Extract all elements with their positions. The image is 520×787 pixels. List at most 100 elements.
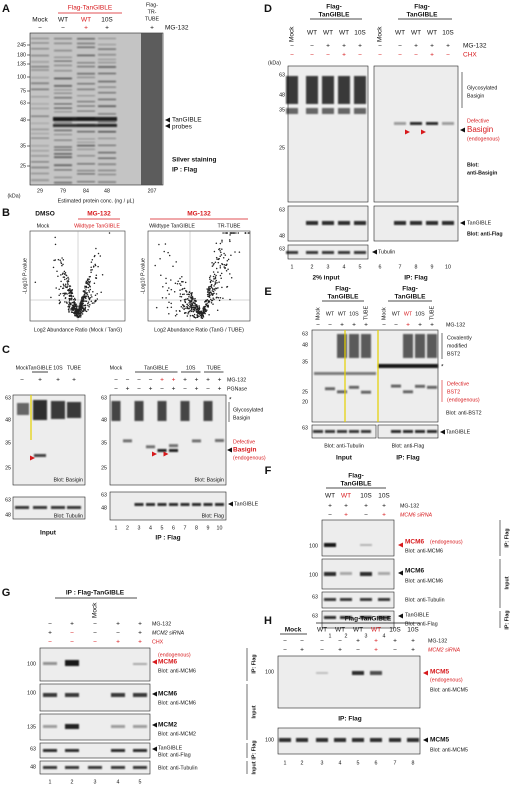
scatter-dot xyxy=(62,283,65,285)
scatter-dot xyxy=(90,269,92,271)
band xyxy=(338,108,350,114)
pgnase: − xyxy=(137,386,141,393)
band xyxy=(111,749,125,752)
input: Input xyxy=(40,530,57,537)
scatter-dot xyxy=(197,307,200,310)
right-mg132: + xyxy=(206,377,210,384)
band xyxy=(33,400,47,420)
markers-top: 35 xyxy=(5,440,11,446)
letter: G xyxy=(2,587,11,599)
mcm5-in: MCM5 xyxy=(430,737,450,744)
scatter-dot xyxy=(72,295,75,298)
header: TanGIBLE xyxy=(341,481,373,488)
scatter-dot xyxy=(203,311,206,314)
scatter-dot xyxy=(68,303,70,306)
band xyxy=(98,130,116,133)
right-mg132: + xyxy=(160,377,164,384)
pgnase: + xyxy=(172,386,176,393)
scatter-dot xyxy=(96,292,98,295)
scatter-dot xyxy=(86,281,88,284)
band xyxy=(77,155,95,157)
chx-label: CHX xyxy=(463,52,477,59)
scatter-dot xyxy=(221,286,223,289)
scatter-dot xyxy=(67,288,70,291)
band xyxy=(51,401,65,419)
letter: F xyxy=(265,465,272,477)
right-header: TanGIBLE xyxy=(144,365,169,371)
band xyxy=(98,44,116,46)
band xyxy=(340,572,352,575)
scatter-dot xyxy=(230,232,233,234)
scatter-dot xyxy=(88,278,90,280)
scatter-dot xyxy=(214,283,216,286)
band xyxy=(403,390,413,394)
scatter-dot xyxy=(95,274,98,277)
band xyxy=(324,543,336,547)
scatter-dot xyxy=(50,296,52,299)
scatter-dot xyxy=(225,264,228,267)
mg132: + xyxy=(364,503,368,510)
scatter-dot xyxy=(162,285,164,288)
scatter-dot xyxy=(64,272,67,274)
pgnase-label: PGNase xyxy=(227,386,247,392)
scatter-dot xyxy=(75,312,77,315)
blot-mcm6: Blot: anti-MCM6 xyxy=(405,548,443,554)
scatter-dot xyxy=(166,289,169,292)
lanes: 10S xyxy=(389,627,401,634)
scatter-dot xyxy=(195,300,197,302)
scatter-dot xyxy=(229,232,232,234)
scatter-dot xyxy=(184,281,187,284)
markers: 100 xyxy=(17,74,26,80)
scatter-dot xyxy=(179,300,182,302)
mg132: + xyxy=(356,638,360,645)
scatter-dot xyxy=(193,308,196,311)
scatter-dot xyxy=(218,299,221,302)
scatter-dot xyxy=(94,294,97,297)
band xyxy=(325,430,335,433)
right-mg132: + xyxy=(172,377,176,384)
lane-numbers: 4 xyxy=(117,779,120,785)
scatter-dot xyxy=(190,302,192,305)
scatter-dot xyxy=(62,292,64,295)
defective: BST2 xyxy=(447,389,460,395)
scatter-dot xyxy=(58,288,60,290)
ip: IP: Flag xyxy=(396,455,420,462)
arrowhead xyxy=(460,220,465,226)
scatter-dot xyxy=(59,301,62,303)
scatter-dot xyxy=(216,282,218,284)
plot-area xyxy=(29,230,126,322)
scatter-dot xyxy=(186,298,189,300)
band xyxy=(54,176,72,179)
scatter-dot xyxy=(75,307,77,310)
scatter-dot xyxy=(227,258,230,261)
scatter-dot xyxy=(85,282,87,284)
xlabel: Log2 Abundance Ratio (Mock / TanG) xyxy=(34,327,122,333)
blot-mcm2: Blot: anti-MCM2 xyxy=(158,731,196,737)
band xyxy=(31,38,49,39)
band xyxy=(77,130,95,133)
scatter-dot xyxy=(87,295,89,298)
scatter-dot xyxy=(191,314,194,317)
mg132: − xyxy=(382,322,386,329)
blot xyxy=(277,655,421,709)
lanes-left: WT xyxy=(323,30,333,37)
mg132: + xyxy=(326,43,330,50)
lane-numbers: 3 xyxy=(138,525,141,531)
scatter-dot xyxy=(63,285,65,287)
markers: 100 xyxy=(265,669,274,675)
markers: 180 xyxy=(17,52,26,58)
lane-numbers: 3 xyxy=(365,633,368,639)
band xyxy=(415,430,425,433)
scatter-dot xyxy=(53,259,55,262)
arrowhead xyxy=(152,659,157,665)
mg132: − xyxy=(398,43,402,50)
scatter-dot xyxy=(194,302,196,305)
scatter-dot xyxy=(159,258,161,260)
band xyxy=(391,430,401,433)
arrowhead xyxy=(30,455,35,461)
band xyxy=(203,503,213,506)
band xyxy=(98,38,116,40)
band xyxy=(31,166,49,169)
band xyxy=(65,693,79,697)
scatter-dot xyxy=(217,271,219,273)
